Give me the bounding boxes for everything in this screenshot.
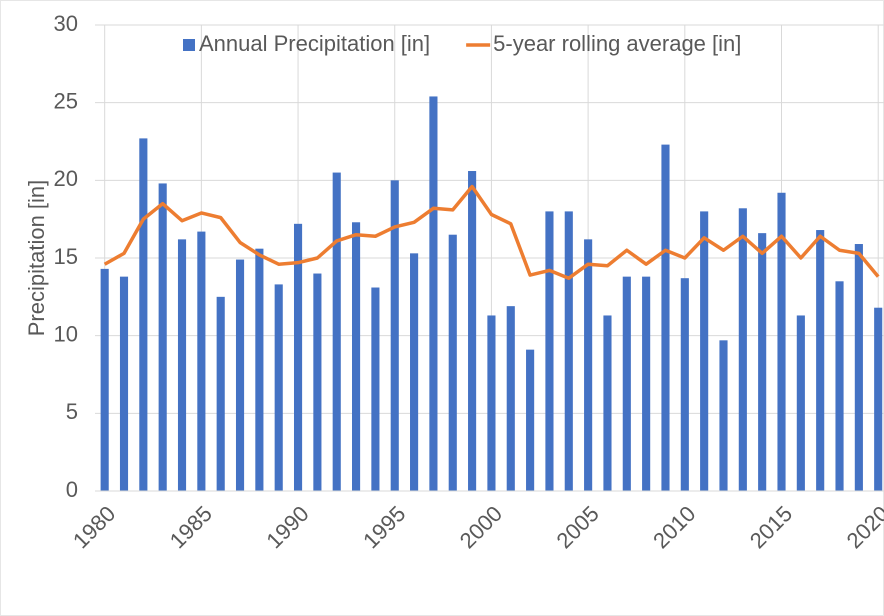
bar	[700, 211, 709, 491]
legend-label: 5-year rolling average [in]	[493, 31, 741, 56]
bar	[603, 315, 612, 491]
y-tick-label: 5	[66, 399, 78, 424]
bar	[313, 273, 322, 491]
y-tick-label: 25	[54, 88, 78, 113]
bar	[526, 349, 535, 491]
bar	[158, 183, 167, 491]
bar	[468, 171, 477, 491]
y-tick-label: 30	[54, 11, 78, 36]
line	[103, 184, 880, 280]
bar	[874, 307, 883, 491]
bar	[429, 96, 438, 491]
bar	[487, 315, 496, 491]
y-tick-label: 15	[54, 244, 78, 269]
bar	[545, 211, 554, 491]
bar	[371, 287, 380, 491]
bar	[584, 239, 593, 491]
bar	[274, 284, 283, 491]
bar	[119, 276, 129, 491]
bar	[564, 211, 573, 491]
bar	[177, 239, 187, 491]
bar	[139, 138, 148, 492]
bar	[100, 268, 109, 491]
bar	[738, 208, 747, 491]
bar	[777, 192, 786, 491]
y-tick-label: 0	[66, 477, 78, 502]
bar	[332, 172, 341, 492]
bar	[293, 223, 303, 491]
bar	[719, 340, 728, 491]
bar	[816, 230, 825, 492]
y-tick-label: 10	[54, 321, 78, 346]
bar	[622, 276, 631, 491]
bar	[216, 296, 225, 491]
legend-swatch	[183, 39, 195, 51]
bar	[854, 244, 863, 491]
bar	[235, 259, 245, 491]
bar	[390, 180, 399, 492]
bar	[448, 234, 457, 491]
bar	[255, 248, 264, 491]
bar	[835, 281, 844, 491]
bar	[506, 306, 515, 491]
legend-label: Annual Precipitation [in]	[199, 31, 430, 56]
y-axis-label: Precipitation [in]	[24, 180, 49, 337]
bar	[352, 222, 361, 492]
bar	[680, 278, 689, 491]
bar	[661, 144, 670, 491]
bar	[410, 253, 419, 491]
y-tick-label: 20	[54, 166, 78, 191]
bar	[758, 233, 767, 491]
bar	[197, 231, 206, 492]
bar	[642, 276, 651, 491]
bar	[796, 315, 805, 491]
